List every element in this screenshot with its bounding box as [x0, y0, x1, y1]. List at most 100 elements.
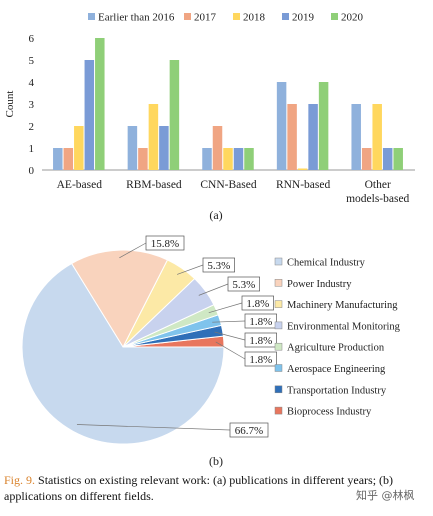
data-label-box — [202, 257, 235, 273]
bar — [127, 126, 138, 170]
pie-chart: 66.7% 15.8% 5.3%5.3% 1.8% 1.8% 1.8% 1.8% Chemic… — [21, 235, 401, 468]
bar — [169, 60, 180, 170]
bar — [148, 104, 159, 170]
legend-swatch — [88, 13, 95, 20]
legend-swatch — [184, 13, 191, 20]
data-label: 15.8% — [151, 238, 179, 250]
panel-label-a: (a) — [209, 208, 222, 222]
legend-label: 2020 — [341, 12, 364, 24]
data-label-leader — [76, 424, 231, 431]
legend-swatch — [274, 385, 283, 394]
bar — [63, 148, 74, 170]
pie-slice — [70, 249, 169, 349]
legend-label: Chemical Industry — [287, 258, 366, 269]
legend-swatch — [274, 406, 283, 415]
legend-swatch — [274, 364, 283, 372]
legend-swatch — [274, 300, 283, 308]
legend-swatch — [274, 257, 283, 266]
data-label-leader — [198, 283, 229, 296]
bar — [212, 126, 223, 170]
legend-swatch — [282, 13, 289, 20]
data-label-leader — [177, 264, 204, 275]
data-label: 1.8% — [249, 354, 272, 366]
data-label-box — [241, 295, 274, 311]
legend-label: Agriculture Production — [287, 343, 385, 354]
y-axis-title: Count — [4, 91, 16, 118]
bar — [74, 126, 84, 170]
data-label-leader — [208, 302, 243, 314]
legend-swatch — [274, 342, 283, 351]
legend-swatch — [331, 13, 338, 20]
legend-swatch — [274, 279, 283, 287]
bar — [351, 104, 361, 170]
legend-label: Transportation Industry — [287, 385, 387, 396]
legend-label: Power Industry — [287, 279, 352, 290]
bar — [95, 38, 105, 170]
bar — [372, 104, 382, 170]
legend-label: 2017 — [194, 12, 217, 24]
y-tick-label: 2 — [29, 121, 35, 133]
legend-label: 2018 — [243, 12, 266, 24]
bar — [297, 168, 308, 170]
figure-caption: Fig. 9. Statistics on existing relevant … — [4, 472, 429, 504]
data-label: 5.3% — [232, 279, 255, 291]
bar — [276, 82, 287, 170]
data-label-box — [244, 313, 277, 329]
bar — [244, 148, 254, 170]
bar — [202, 148, 212, 170]
data-label: 1.8% — [249, 316, 272, 328]
data-label: 1.8% — [246, 298, 269, 310]
data-label: 1.8% — [249, 335, 272, 347]
y-tick-label: 4 — [29, 77, 35, 89]
caption-text: Statistics on existing relevant work: (a… — [4, 473, 394, 503]
x-tick-label: RNN-based — [276, 179, 331, 191]
x-tick-label: Other — [365, 179, 391, 191]
bar — [53, 148, 63, 170]
x-tick-label: RBM-based — [126, 179, 182, 191]
legend-label: 2019 — [292, 12, 315, 24]
bar — [233, 148, 244, 170]
legend-swatch — [233, 13, 240, 20]
data-label-box — [244, 351, 277, 367]
bar — [361, 148, 372, 170]
y-tick-label: 1 — [29, 143, 35, 155]
bar — [159, 126, 169, 170]
data-label: 66.7% — [235, 425, 263, 437]
y-tick-label: 5 — [29, 55, 35, 67]
data-label-leader — [212, 320, 246, 323]
legend-swatch — [274, 321, 283, 330]
x-tick-label: CNN-Based — [200, 179, 256, 191]
y-tick-label: 3 — [29, 99, 35, 111]
pie-slice — [21, 262, 225, 445]
bar — [318, 82, 329, 170]
watermark: 知乎 @林枫 — [356, 489, 415, 502]
bar — [382, 148, 393, 170]
bar — [308, 104, 318, 170]
data-label-leader — [215, 341, 246, 360]
bar — [84, 60, 95, 170]
bar — [393, 148, 403, 170]
data-label-box — [145, 235, 185, 251]
legend-label: Bioprocess Industry — [287, 407, 372, 418]
bar — [138, 148, 148, 170]
y-tick-label: 6 — [29, 33, 35, 45]
bar — [287, 104, 297, 170]
data-label-box — [227, 276, 260, 292]
legend-label: Environmental Monitoring — [287, 321, 401, 332]
data-label-leader — [119, 242, 147, 259]
bar — [223, 148, 233, 170]
data-label-box — [229, 422, 269, 438]
y-tick-label: 0 — [29, 165, 35, 177]
data-label-box — [244, 332, 277, 348]
bar-chart: Earlier than 2016 2017 2018 2019 2020 0 1 2 3 4 5 6… — [4, 12, 415, 222]
x-tick-label: models-based — [346, 193, 409, 205]
x-tick-label: AE-based — [57, 179, 103, 191]
legend-label: Machinery Manufacturing — [287, 300, 398, 311]
legend-label: Aerospace Engineering — [287, 364, 386, 375]
data-label: 5.3% — [207, 260, 230, 272]
data-label-leader — [214, 331, 246, 341]
figure-number: Fig. 9. — [4, 473, 36, 487]
legend-label: Earlier than 2016 — [98, 12, 175, 24]
panel-label-b: (b) — [209, 454, 223, 468]
